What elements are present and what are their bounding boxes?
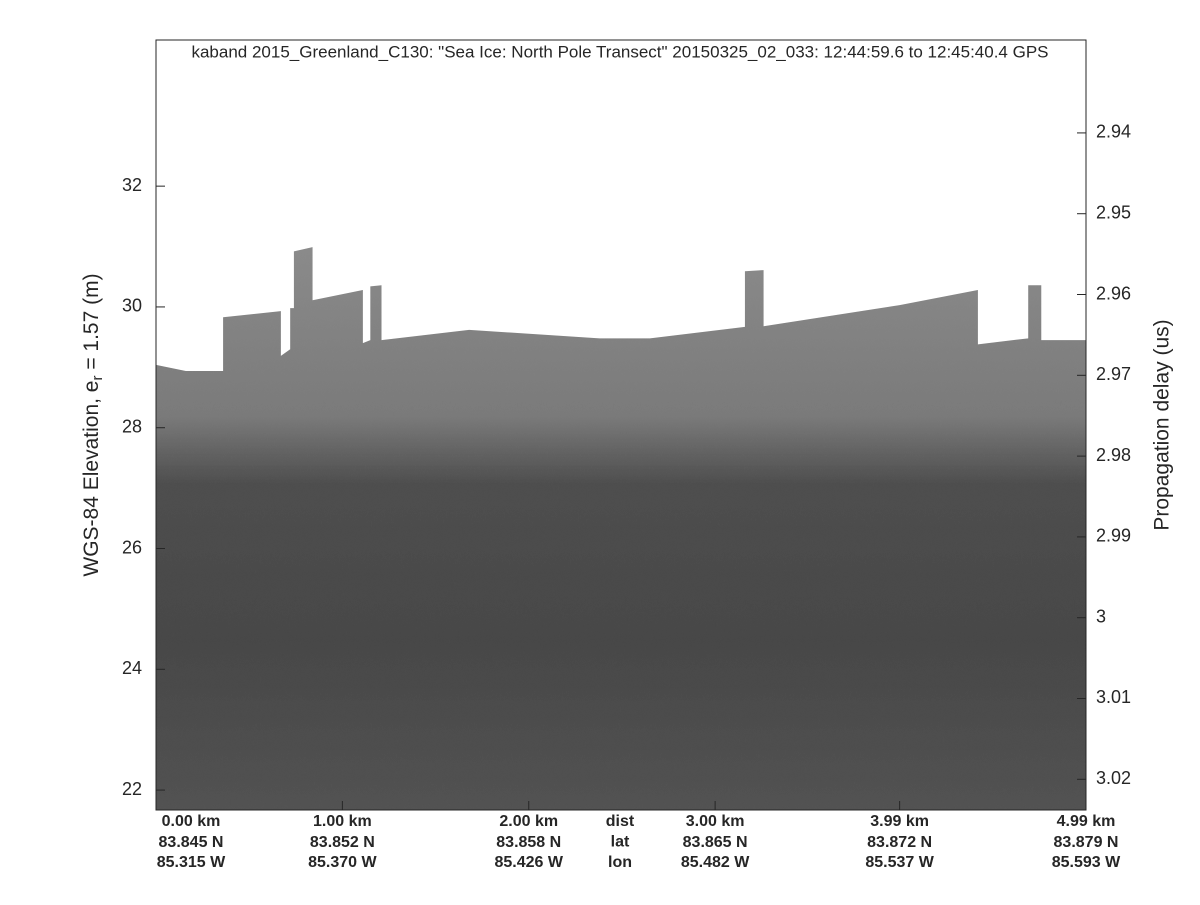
row-label: lon [608, 854, 632, 871]
lat-label: 83.872 N [867, 834, 932, 851]
x-tick-label: 0.00 km [162, 813, 221, 830]
y-axis-label: WGS-84 Elevation, er = 1.57 (m) [80, 273, 106, 576]
x-tick-label: 4.99 km [1057, 813, 1116, 830]
y2-tick-label: 2.98 [1096, 445, 1131, 465]
row-label: lat [611, 834, 630, 851]
x-tick-label: 3.00 km [686, 813, 745, 830]
x-tick-label: 3.99 km [870, 813, 929, 830]
y2-tick-label: 2.96 [1096, 283, 1131, 303]
y2-tick-label: 2.95 [1096, 202, 1131, 222]
y2-tick-label: 2.94 [1096, 122, 1131, 142]
x-tick-label: 1.00 km [313, 813, 372, 830]
y-tick-label: 32 [122, 175, 142, 195]
lon-label: 85.482 W [681, 854, 750, 871]
y2-tick-label: 3 [1096, 606, 1106, 626]
lat-label: 83.852 N [310, 834, 375, 851]
y-tick-label: 24 [122, 658, 142, 678]
chart-title: kaband 2015_Greenland_C130: "Sea Ice: No… [191, 42, 1048, 61]
lat-label: 83.858 N [496, 834, 561, 851]
plot-area [156, 247, 1086, 811]
y-tick-label: 22 [122, 779, 142, 799]
axes-frame [155, 39, 1087, 811]
lat-label: 83.845 N [159, 834, 224, 851]
lon-label: 85.315 W [157, 854, 226, 871]
y2-tick-label: 3.02 [1096, 768, 1131, 788]
echogram-surface [156, 247, 1086, 811]
lat-label: 83.879 N [1054, 834, 1119, 851]
row-label: dist [606, 813, 635, 830]
x-tick-label: 2.00 km [499, 813, 558, 830]
y-tick-label: 28 [122, 416, 142, 436]
lat-label: 83.865 N [683, 834, 748, 851]
y-tick-label: 26 [122, 537, 142, 557]
y2-axis-label: Propagation delay (us) [1151, 319, 1174, 530]
y2-tick-label: 3.01 [1096, 687, 1131, 707]
y-tick-label: 30 [122, 296, 142, 316]
lon-label: 85.426 W [495, 854, 564, 871]
y2-tick-label: 2.99 [1096, 526, 1131, 546]
lon-label: 85.370 W [308, 854, 377, 871]
y2-tick-label: 2.97 [1096, 364, 1131, 384]
lon-label: 85.537 W [865, 854, 934, 871]
lon-label: 85.593 W [1052, 854, 1121, 871]
